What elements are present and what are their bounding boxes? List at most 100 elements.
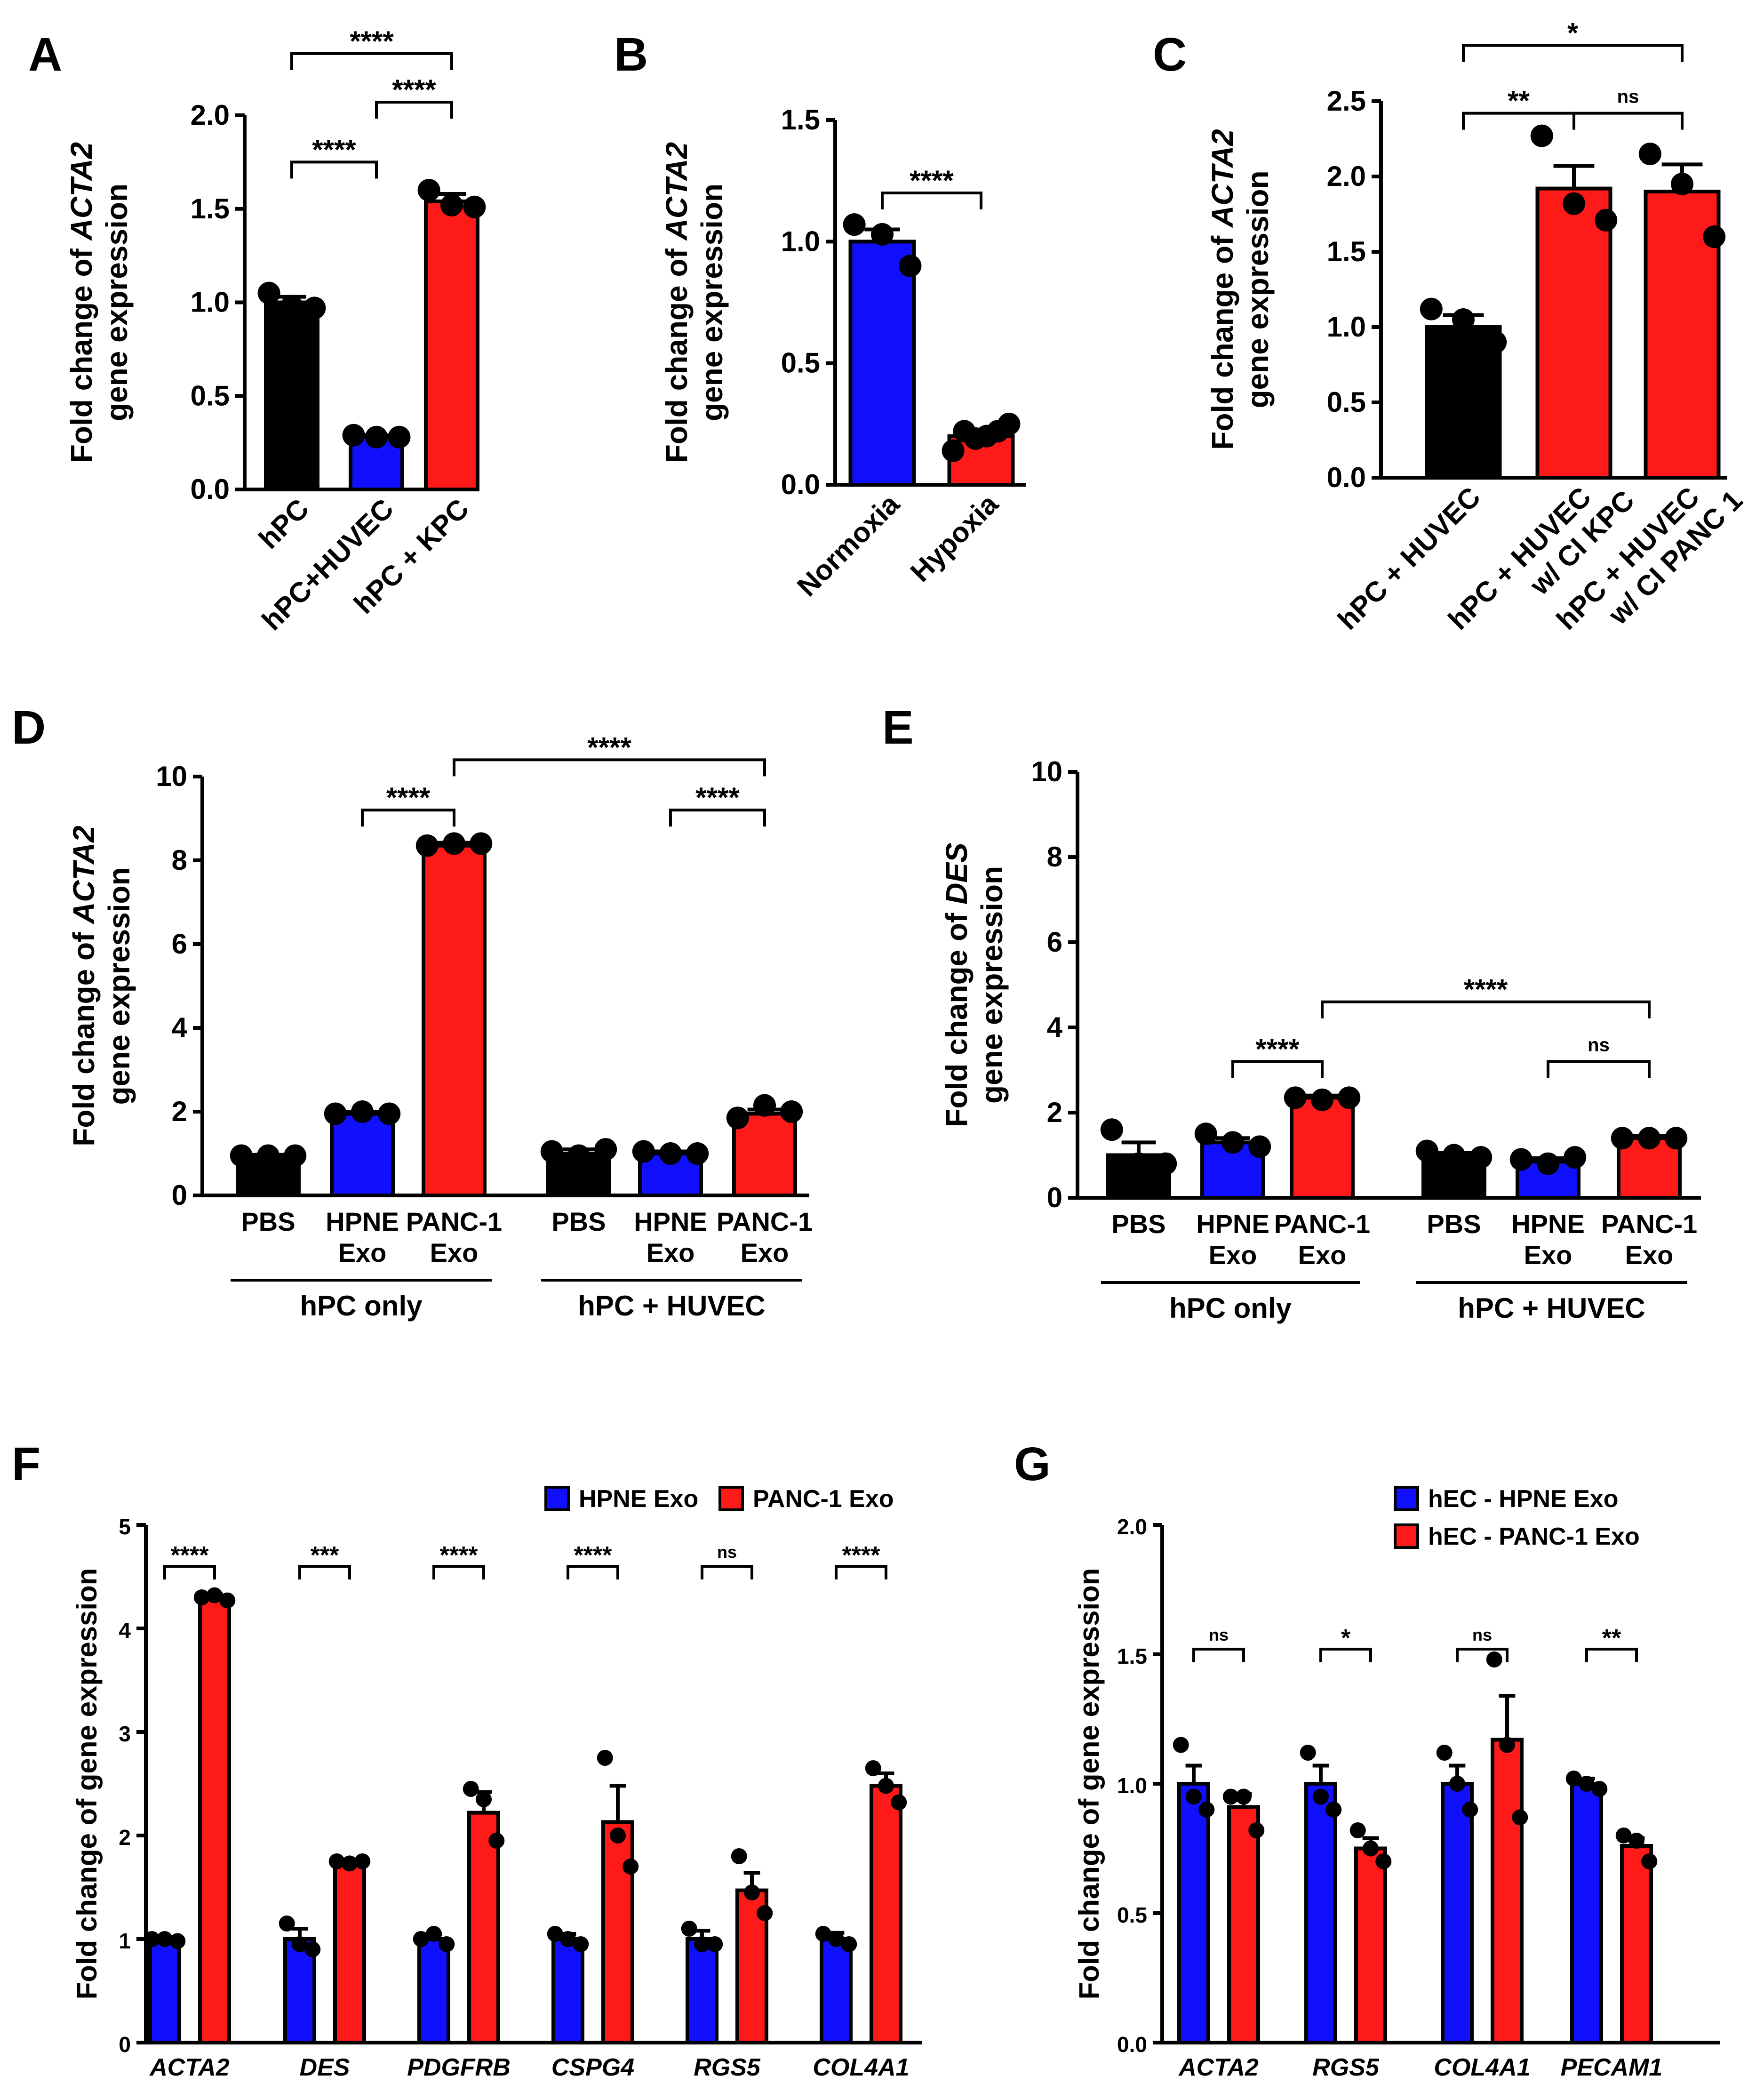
y-tick-label: 0.0 [1327, 462, 1366, 493]
group-label: hPC + HUVEC [1458, 1292, 1645, 1324]
y-tick-label: 4 [1047, 1011, 1063, 1043]
data-point [324, 1102, 347, 1125]
y-tick-label: 8 [172, 844, 187, 876]
panel-E: E 0 2 4 6 8 10 Fold change of DES gene expressio… [882, 701, 1701, 1324]
data-point [257, 1144, 279, 1167]
data-point [1338, 1086, 1361, 1109]
data-point [878, 1778, 894, 1794]
data-point [1452, 308, 1475, 331]
significance-bracket [1462, 44, 1684, 62]
significance-label: ns [1472, 1625, 1492, 1644]
y-axis-label: Fold change of ACTA2 [67, 826, 101, 1146]
data-point [1595, 208, 1618, 232]
category-label: Normoxia [791, 488, 906, 602]
data-point [1564, 1146, 1587, 1169]
data-point [998, 412, 1021, 435]
panel-A: A 0.0 0.5 1.0 1.5 2.0 Fold change of ACTA2 gene… [28, 25, 486, 636]
y-label-gene: DES [940, 842, 974, 905]
legend-label: PANC-1 Exo [753, 1485, 894, 1513]
bar-0-5 [820, 1937, 853, 2044]
significance-bracket [1319, 1648, 1372, 1662]
y-axis-label-line2: gene expression [102, 867, 136, 1105]
category-label-line: PANC-1 [1274, 1209, 1370, 1239]
bar-1 [1535, 186, 1612, 480]
y-axis-label-line2: gene expression [695, 184, 729, 421]
panel-G: G 0.0 0.5 1.0 1.5 2.0 Fold change of gene expr… [1014, 1438, 1720, 2081]
bar-0 [848, 240, 916, 487]
category-label: hPC [253, 493, 315, 555]
category-label: HPNE Exo [1196, 1209, 1269, 1270]
data-point [547, 1926, 563, 1942]
data-point [1591, 1781, 1608, 1797]
bar-1-3 [1620, 1844, 1653, 2044]
data-point [594, 1138, 617, 1161]
data-point [1443, 1144, 1465, 1167]
data-point [1499, 1737, 1515, 1753]
data-point [573, 1936, 589, 1952]
significance-bracket [567, 1565, 619, 1579]
significance-bracket [375, 101, 453, 119]
category-label: RGS5 [1312, 2054, 1380, 2081]
data-point [1537, 1152, 1559, 1175]
data-point [841, 1936, 857, 1952]
data-point [279, 1916, 295, 1932]
significance-bracket [1231, 1060, 1324, 1078]
significance-label: ns [1617, 87, 1639, 107]
significance-label: **** [695, 782, 740, 813]
category-label-line: Exo [338, 1238, 387, 1267]
significance-label: **** [350, 25, 394, 57]
data-point [828, 1931, 844, 1947]
category-label-line: PBS [1427, 1209, 1481, 1239]
data-point [865, 1760, 881, 1776]
significance-label: **** [574, 1542, 613, 1569]
data-point [488, 1833, 505, 1849]
data-point [354, 1853, 371, 1869]
data-point [744, 1884, 760, 1900]
bar-0-2 [417, 1937, 450, 2044]
data-point [426, 1926, 442, 1942]
data-point [1248, 1822, 1265, 1838]
y-tick-label: 10 [156, 761, 187, 792]
panel-label: F [12, 1438, 40, 1491]
significance-bracket [290, 160, 378, 179]
significance-bracket [361, 809, 455, 827]
data-point [694, 1936, 710, 1952]
data-point [304, 1941, 321, 1957]
data-point [1703, 225, 1726, 248]
y-tick-label: 1.0 [1327, 311, 1366, 343]
panel-label: D [12, 701, 46, 754]
data-point [757, 1905, 773, 1921]
data-point [1325, 1802, 1342, 1818]
data-point [1173, 1737, 1189, 1753]
data-point [1530, 124, 1553, 147]
data-point [567, 1144, 590, 1167]
data-point [707, 1936, 723, 1952]
y-axis-label: Fold change of DES [940, 842, 974, 1127]
data-point [207, 1587, 223, 1603]
panel-C: C 0.0 0.5 1.0 1.5 2.0 2.5 Fold change of ACTA2 g… [1153, 17, 1748, 636]
bar-0 [264, 300, 319, 491]
data-point [1628, 1833, 1644, 1849]
significance-label: **** [171, 1542, 209, 1569]
category-label-line: Exo [1524, 1240, 1572, 1270]
bar-0-3 [1570, 1782, 1603, 2044]
y-tick-label: 2.5 [1327, 85, 1366, 117]
category-label: PBS [1427, 1209, 1481, 1239]
y-label-prefix: Fold change of [1205, 227, 1239, 450]
y-tick-label: 2.0 [191, 99, 230, 131]
data-point [1127, 1152, 1150, 1175]
data-point [815, 1926, 831, 1942]
panel-label: B [614, 28, 648, 81]
data-point [1638, 1127, 1660, 1150]
significance-bracket [881, 192, 982, 209]
data-point [351, 1100, 374, 1123]
y-tick-label: 0.0 [781, 469, 820, 500]
legend-label: hEC - PANC-1 Exo [1428, 1523, 1640, 1550]
data-point [292, 1936, 308, 1952]
y-axis-label: Fold change of gene expression [1073, 1568, 1105, 2000]
data-point [1363, 1840, 1379, 1857]
data-point [942, 439, 965, 462]
data-point [470, 832, 493, 855]
data-point [1186, 1788, 1202, 1805]
